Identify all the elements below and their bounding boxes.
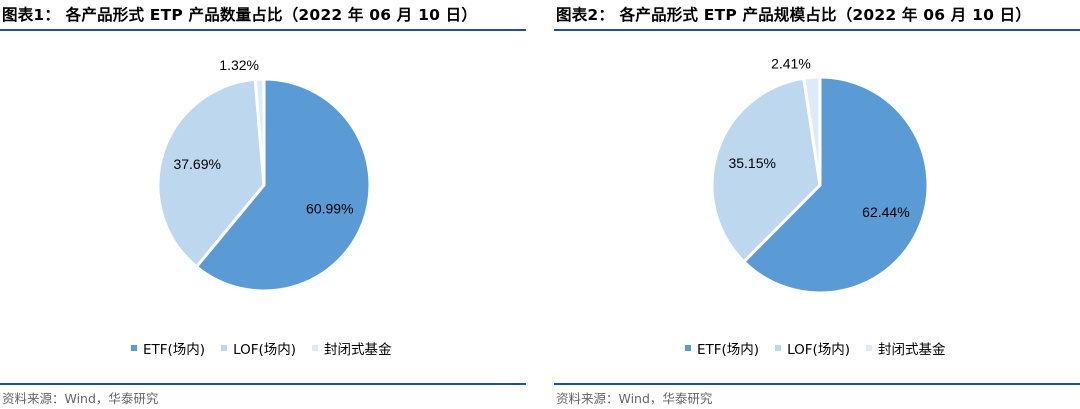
legend-item-etf: ETF(场内)	[131, 338, 205, 358]
pie-chart-1: 60.99% 37.69% 1.32%	[156, 57, 372, 293]
legend-swatch-closed-fund	[866, 345, 873, 351]
pie-slice-closed-fund	[253, 77, 266, 186]
legend-swatch-etf	[131, 345, 137, 351]
legend-item-closed-fund: 封闭式基金	[312, 338, 392, 358]
chart-title: 图表1： 各产品形式 ETP 产品数量占比（2022 年 06 月 10 日）	[2, 6, 478, 24]
legend-item-lof: LOF(场内)	[221, 338, 296, 358]
chart-panel-2: 图表2： 各产品形式 ETP 产品规模占比（2022 年 06 月 10 日） …	[554, 0, 1080, 409]
legend-label-etf: ETF(场内)	[697, 342, 760, 358]
data-label-closed-fund: 2.41%	[771, 55, 811, 71]
pie-slice-etf	[741, 75, 930, 295]
legend-label-closed-fund: 封闭式基金	[878, 342, 946, 358]
data-label-lof: 35.15%	[728, 155, 775, 171]
legend-item-closed-fund: 封闭式基金	[866, 338, 946, 358]
source-note: 资料来源：Wind，华泰研究	[556, 391, 713, 406]
pie-slice-closed-fund	[802, 75, 822, 186]
data-label-etf: 62.44%	[862, 204, 909, 220]
top-rule	[554, 29, 1080, 31]
chart-legend: ETF(场内) LOF(场内) 封闭式基金	[131, 338, 408, 358]
data-label-etf: 60.99%	[306, 201, 353, 217]
pie-slice-lof	[156, 77, 266, 269]
legend-item-lof: LOF(场内)	[775, 338, 850, 358]
legend-item-etf: ETF(场内)	[685, 338, 759, 358]
legend-label-etf: ETF(场内)	[143, 342, 206, 358]
data-label-lof: 37.69%	[173, 156, 220, 172]
bottom-rule	[0, 383, 526, 385]
chart-title: 图表2： 各产品形式 ETP 产品规模占比（2022 年 06 月 10 日）	[556, 6, 1032, 24]
legend-label-lof: LOF(场内)	[233, 342, 297, 358]
pie-chart-2: 62.44% 35.15% 2.41%	[710, 55, 930, 295]
source-note: 资料来源：Wind，华泰研究	[2, 391, 159, 406]
legend-swatch-lof	[775, 345, 782, 351]
pie-slice-lof	[710, 76, 822, 264]
legend-label-closed-fund: 封闭式基金	[324, 342, 392, 358]
data-label-closed-fund: 1.32%	[219, 57, 259, 73]
legend-swatch-closed-fund	[312, 345, 319, 351]
legend-swatch-lof	[221, 345, 228, 351]
legend-label-lof: LOF(场内)	[787, 342, 851, 358]
top-rule	[0, 29, 526, 31]
bottom-rule	[554, 383, 1080, 385]
pie-slice-etf	[194, 77, 372, 293]
chart-legend: ETF(场内) LOF(场内) 封闭式基金	[685, 338, 962, 358]
chart-panel-1: 图表1： 各产品形式 ETP 产品数量占比（2022 年 06 月 10 日） …	[0, 0, 526, 409]
legend-swatch-etf	[685, 345, 691, 351]
